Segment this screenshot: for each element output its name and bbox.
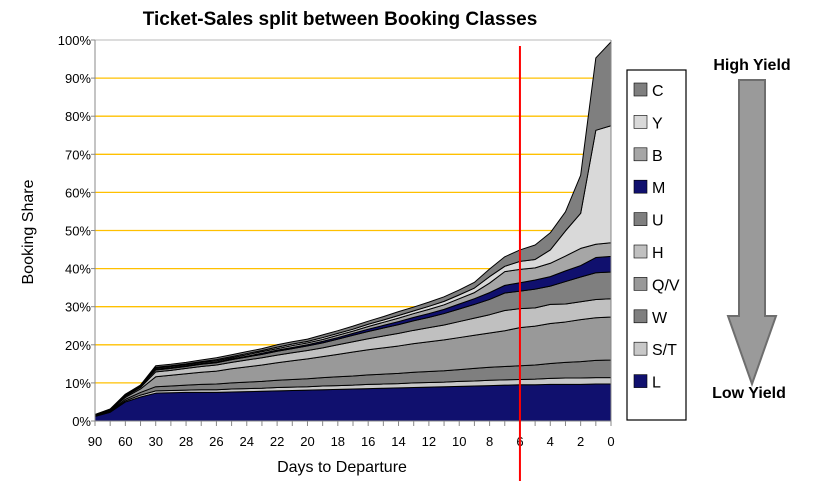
low-yield-label: Low Yield <box>712 385 786 402</box>
x-tick-label: 2 <box>577 434 584 449</box>
x-tick-label: 10 <box>452 434 466 449</box>
x-tick-label: 16 <box>361 434 375 449</box>
legend-swatch <box>633 115 648 129</box>
legend-label: Q/V <box>652 277 680 294</box>
x-tick-label: 20 <box>300 434 314 449</box>
x-tick-label: 0 <box>607 434 614 449</box>
legend-swatch <box>633 374 648 388</box>
y-tick-label: 80% <box>65 109 91 124</box>
y-tick-label: 30% <box>65 300 91 315</box>
legend-label: B <box>652 148 663 165</box>
down-arrow-icon <box>726 79 778 388</box>
x-tick-label: 60 <box>118 434 132 449</box>
legend-swatch <box>633 212 648 226</box>
y-tick-label: 100% <box>58 33 92 48</box>
legend-swatch <box>633 82 648 97</box>
y-tick-label: 20% <box>65 338 91 353</box>
x-tick-label: 22 <box>270 434 284 449</box>
legend-swatch <box>633 277 648 291</box>
area-series <box>94 41 612 422</box>
x-axis-title: Days to Departure <box>277 459 407 476</box>
x-tick-labels: 9060302826242220181614121086420 <box>88 434 615 449</box>
y-tick-label: 70% <box>65 147 91 162</box>
chart-title: Ticket-Sales split between Booking Class… <box>143 9 538 30</box>
y-axis-title: Booking Share <box>20 179 37 284</box>
legend-swatch <box>633 244 648 259</box>
legend-label: Y <box>652 115 663 132</box>
y-tick-label: 90% <box>65 71 91 86</box>
legend-label: S/T <box>652 342 677 359</box>
x-tick-label: 18 <box>331 434 345 449</box>
gridlines <box>95 39 611 384</box>
legend-label: M <box>652 180 665 197</box>
legend-swatch <box>633 309 648 324</box>
high-yield-label: High Yield <box>713 57 790 74</box>
y-tick-label: 60% <box>65 185 91 200</box>
y-tick-label: 40% <box>65 262 91 277</box>
x-tick-label: 90 <box>88 434 102 449</box>
legend-label: U <box>652 213 664 230</box>
x-tick-label: 28 <box>179 434 193 449</box>
axes <box>91 39 612 426</box>
x-tick-label: 12 <box>422 434 436 449</box>
legend-label: C <box>652 83 664 100</box>
legend-label: W <box>652 310 668 327</box>
y-tick-label: 50% <box>65 224 91 239</box>
y-tick-label: 10% <box>65 376 91 391</box>
legend-label: L <box>652 375 661 392</box>
y-tick-labels: 0% 10% 20% 30% 40% 50% 60% 70% 80% 90% 100% <box>58 33 92 429</box>
x-tick-label: 8 <box>486 434 493 449</box>
legend-swatch <box>633 341 648 356</box>
x-tick-label: 24 <box>240 434 254 449</box>
x-tick-label: 4 <box>547 434 554 449</box>
legend-swatch <box>633 147 648 162</box>
y-tick-label: 0% <box>72 414 91 429</box>
x-tick-label: 30 <box>148 434 162 449</box>
x-tick-label: 26 <box>209 434 223 449</box>
legend-label: H <box>652 245 664 262</box>
legend-swatch <box>633 179 648 194</box>
x-tick-label: 14 <box>391 434 405 449</box>
